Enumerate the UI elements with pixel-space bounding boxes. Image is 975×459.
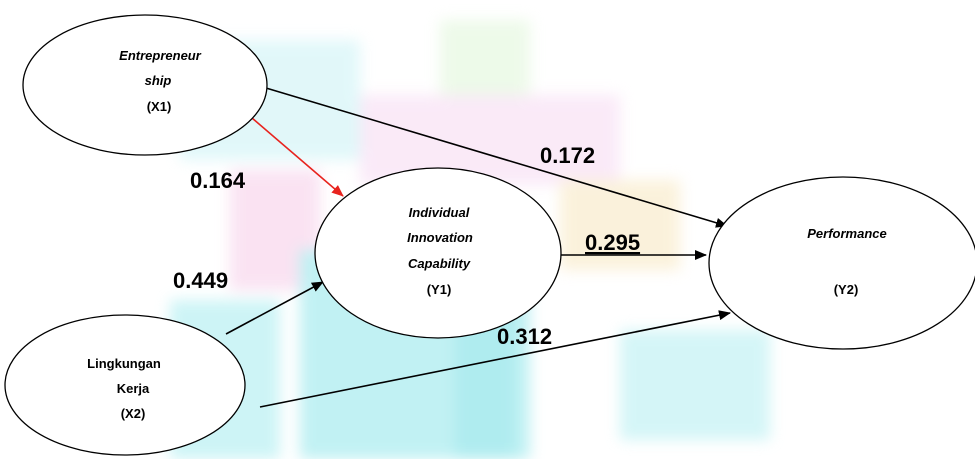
node-y2-line1: Performance xyxy=(807,226,886,241)
arrow-x2-y1 xyxy=(225,281,324,335)
node-y1: Individual Innovation Capability (Y1) xyxy=(314,167,562,339)
node-x2-code: (X2) xyxy=(121,406,146,421)
node-y1-line1: Individual xyxy=(409,205,470,220)
node-y2: Performance (Y2) xyxy=(708,176,975,350)
coef-x1-y2: 0.172 xyxy=(540,143,595,168)
node-x1-line1: Entrepreneur xyxy=(119,48,202,63)
arrow-x1-y2 xyxy=(265,87,728,228)
node-x2: Lingkungan Kerja (X2) xyxy=(4,314,246,456)
node-y1-line3: Capability xyxy=(408,256,471,271)
arrow-x1-y1 xyxy=(251,117,344,197)
node-y1-code: (Y1) xyxy=(427,282,452,297)
arrow-x2-y2 xyxy=(259,310,731,408)
coef-y1-y2: 0.295 xyxy=(585,230,640,255)
node-y1-line2: Innovation xyxy=(407,230,473,245)
node-x2-line1: Lingkungan xyxy=(87,356,161,371)
coef-x2-y1: 0.449 xyxy=(173,268,228,293)
coef-x1-y1: 0.164 xyxy=(190,168,246,193)
node-x1-code: (X1) xyxy=(147,99,172,114)
coef-x2-y2: 0.312 xyxy=(497,324,552,349)
node-x1: Entrepreneur ship (X1) xyxy=(22,14,268,156)
node-y2-code: (Y2) xyxy=(834,282,859,297)
node-x1-line2: ship xyxy=(145,73,172,88)
node-x2-line2: Kerja xyxy=(117,381,150,396)
